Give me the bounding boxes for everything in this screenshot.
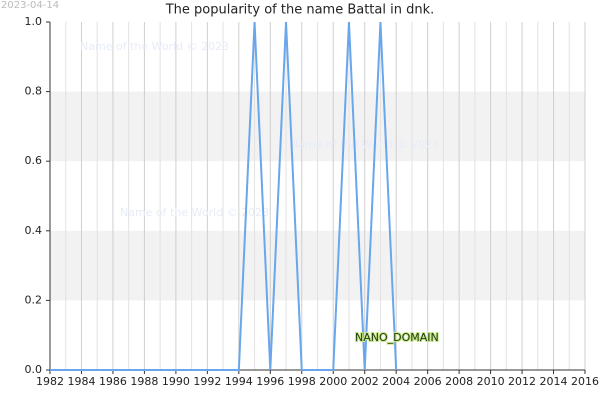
x-tick-label: 1982 bbox=[36, 375, 64, 388]
date-stamp: 2023-04-14 bbox=[1, 0, 59, 11]
watermark: Name of the World © 2023 bbox=[120, 206, 269, 219]
x-tick-label: 1992 bbox=[193, 375, 221, 388]
y-tick-label: 0.4 bbox=[25, 224, 43, 237]
y-tick-label: 0.6 bbox=[25, 154, 43, 167]
x-tick-label: 1984 bbox=[67, 375, 95, 388]
domain-label: NANO_DOMAIN bbox=[355, 331, 439, 344]
chart-title: The popularity of the name Battal in dnk… bbox=[165, 3, 435, 18]
x-tick-label: 2000 bbox=[319, 375, 347, 388]
x-tick-label: 2012 bbox=[508, 375, 536, 388]
x-tick-label: 2002 bbox=[351, 375, 379, 388]
x-tick-label: 1994 bbox=[225, 375, 253, 388]
x-tick-label: 2014 bbox=[540, 375, 568, 388]
x-tick-label: 2006 bbox=[414, 375, 442, 388]
x-tick-label: 1998 bbox=[288, 375, 316, 388]
x-tick-label: 2010 bbox=[477, 375, 505, 388]
y-tick-label: 0.2 bbox=[25, 293, 43, 306]
data-line bbox=[50, 21, 398, 371]
x-tick-label: 2008 bbox=[445, 375, 473, 388]
x-tick-label: 2016 bbox=[571, 375, 599, 388]
x-tick-label: 2004 bbox=[382, 375, 410, 388]
x-tick-label: 1996 bbox=[256, 375, 284, 388]
x-tick-label: 1990 bbox=[162, 375, 190, 388]
x-tick-label: 1988 bbox=[130, 375, 158, 388]
watermark: Name of the World © 2023 bbox=[290, 138, 439, 151]
y-tick-label: 1.0 bbox=[25, 15, 43, 28]
x-tick-label: 1986 bbox=[99, 375, 127, 388]
y-tick-label: 0.8 bbox=[25, 85, 43, 98]
watermark: Name of the World © 2023 bbox=[80, 40, 229, 53]
y-tick-label: 0.0 bbox=[25, 363, 43, 376]
